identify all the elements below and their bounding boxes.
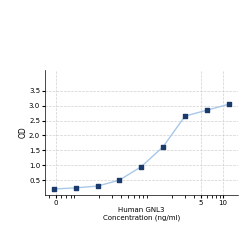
Point [139,165,143,169]
Point [227,102,231,106]
Y-axis label: OD: OD [18,126,28,138]
Point [74,186,78,190]
Point [52,187,56,191]
Point [117,178,121,182]
Point [96,184,100,188]
Point [161,145,165,149]
Point [205,108,209,112]
Point [183,114,187,118]
X-axis label: Human GNL3
Concentration (ng/ml): Human GNL3 Concentration (ng/ml) [103,207,180,221]
